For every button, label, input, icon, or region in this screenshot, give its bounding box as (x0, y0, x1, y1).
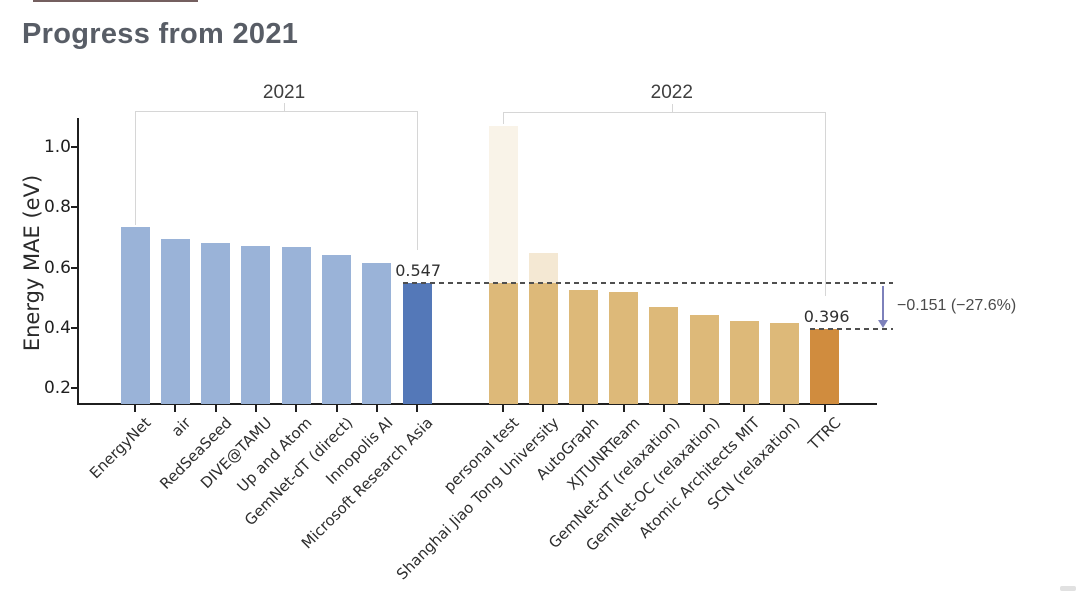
x-tick-mark (622, 405, 625, 412)
x-tick-mark (416, 405, 419, 412)
group-bracket-left-tick (503, 112, 504, 124)
group-label-2021: 2021 (262, 82, 306, 103)
group-bracket-right-tick (824, 112, 826, 296)
delta-arrow-head-icon (878, 319, 888, 328)
x-tick-mark (582, 405, 585, 412)
reference-line-0547 (402, 282, 893, 285)
group-bracket-line (135, 111, 418, 112)
y-tick-mark (71, 326, 78, 329)
slide-title: Progress from 2021 (22, 18, 299, 50)
corner-artifact (1060, 586, 1076, 591)
group-bracket-center-tick (671, 104, 673, 112)
y-tick-mark (71, 206, 78, 209)
x-tick-mark (254, 405, 257, 412)
x-tick-mark (375, 405, 378, 412)
bar-energynet (120, 226, 150, 404)
bar-atomic-architects-mit (729, 320, 759, 404)
value-label-2021-best: 0.547 (395, 261, 441, 281)
bar-personal-test (488, 283, 518, 404)
group-bracket-right-tick (417, 111, 419, 251)
x-tick-mark (783, 405, 786, 412)
x-tick-mark (542, 405, 545, 412)
group-bracket-left-tick (135, 111, 136, 225)
y-tick-label: 1.0 (43, 137, 71, 157)
bar-innopolis-ai (362, 262, 392, 404)
bar-ttrc (810, 328, 840, 404)
bar-scn-relaxation- (769, 322, 799, 404)
x-tick-mark (703, 405, 705, 412)
reference-line-0396 (810, 327, 893, 330)
x-tick-mark (502, 405, 504, 412)
bar-gemnet-dt-direct- (322, 255, 351, 404)
y-tick-label: 0.6 (43, 257, 71, 278)
y-tick-mark (71, 266, 78, 269)
x-tick-mark (743, 405, 746, 412)
x-tick-mark (174, 405, 177, 412)
bar-up-and-atom (281, 247, 311, 404)
bar-autograph (568, 290, 598, 404)
x-tick-mark (823, 405, 826, 412)
y-tick-mark (71, 387, 78, 389)
group-label-2022: 2022 (650, 82, 693, 103)
group-bracket-center-tick (284, 103, 286, 111)
x-axis-line (77, 403, 877, 405)
bar-shanghai-jiao-tong-university (528, 283, 558, 404)
x-tick-mark (335, 405, 338, 412)
y-tick-label: 0.8 (43, 197, 71, 218)
group-bracket-line (503, 112, 825, 113)
bar-personal-test-faded (488, 125, 518, 284)
delta-annotation: −0.151 (−27.6%) (897, 297, 1017, 315)
delta-arrow (882, 286, 884, 322)
bar-air (160, 238, 190, 404)
bar-gemnet-oc-relaxation- (689, 314, 719, 404)
x-tick-mark (214, 405, 217, 412)
y-tick-mark (71, 146, 78, 148)
y-tick-label: 0.4 (43, 317, 71, 338)
y-tick-label: 0.2 (43, 378, 71, 398)
bar-xjtunrteam (609, 291, 639, 404)
value-label-2022-best: 0.396 (803, 306, 850, 326)
bar-redseaseed (201, 243, 231, 404)
x-tick-mark (662, 405, 665, 412)
bar-shanghai-jiao-tong-university-faded (528, 253, 558, 284)
y-axis-line (77, 118, 79, 405)
bar-dive-tamu (241, 245, 271, 404)
bar-microsoft-research-asia (402, 283, 432, 404)
screen-edge-artifact (33, 0, 198, 2)
bar-gemnet-dt-relaxation- (649, 306, 679, 404)
x-tick-mark (134, 405, 136, 412)
x-tick-mark (295, 405, 298, 412)
